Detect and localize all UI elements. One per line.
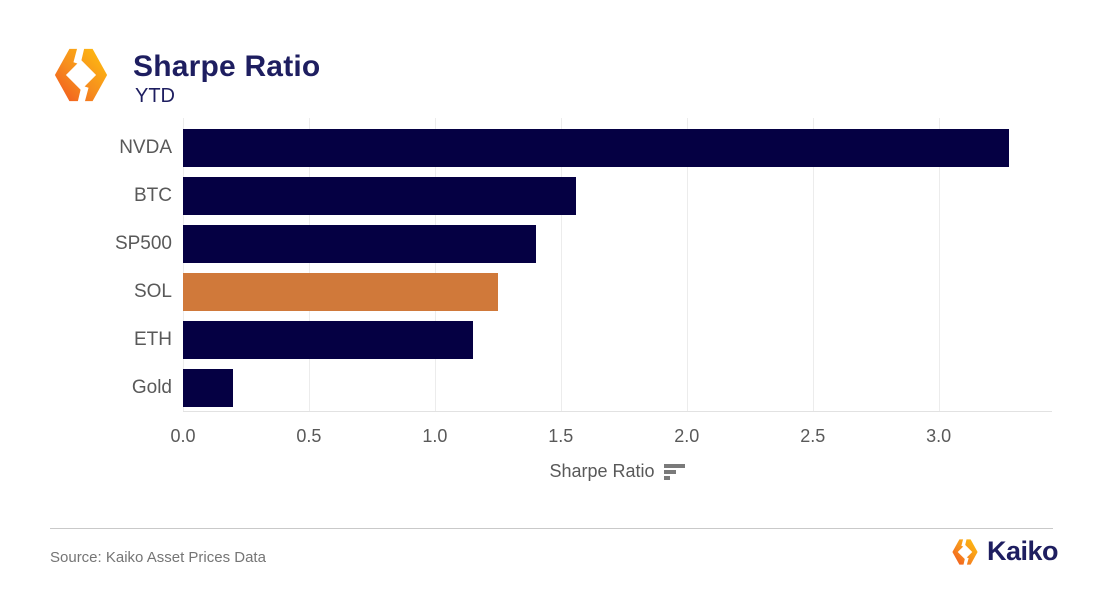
x-axis-ticks: 0.0 0.5 1.0 1.5 2.0 2.5 3.0 xyxy=(170,426,1052,450)
x-tick-label: 1.5 xyxy=(548,426,574,446)
bar-sol xyxy=(183,273,498,311)
gridline xyxy=(686,118,688,411)
x-tick-label: 0.5 xyxy=(296,426,322,446)
gridline xyxy=(938,118,940,411)
bar-rows xyxy=(183,124,1052,411)
brand-wordmark: Kaiko xyxy=(986,536,1059,566)
gridline xyxy=(183,118,184,411)
kaiko-logo-svg xyxy=(54,44,108,106)
category-label-gold: Gold xyxy=(131,377,172,398)
x-tick-label: 2.0 xyxy=(674,426,700,446)
gridline xyxy=(308,118,310,411)
category-label-btc: BTC xyxy=(134,185,172,206)
kaiko-logo-icon xyxy=(952,537,978,566)
x-tick-label: 0.0 xyxy=(170,426,196,446)
source-caption: Source: Kaiko Asset Prices Data xyxy=(50,549,266,566)
category-label-eth: ETH xyxy=(134,329,172,350)
bar-sp500 xyxy=(183,225,536,263)
plot-area xyxy=(183,118,1052,412)
x-axis-label: Sharpe Ratio xyxy=(549,461,655,481)
bar-row xyxy=(183,172,1052,220)
x-tick-label: 2.5 xyxy=(800,426,826,446)
bar-row xyxy=(183,364,1052,412)
bar-row xyxy=(183,316,1052,364)
category-label-sol: SOL xyxy=(133,281,172,302)
x-axis-label-group: Sharpe Ratio xyxy=(183,461,1052,482)
bar-gold xyxy=(183,369,234,407)
bar-btc xyxy=(183,177,576,215)
page-subtitle: YTD xyxy=(135,85,175,107)
gridline xyxy=(560,118,562,411)
x-tick-label: 3.0 xyxy=(926,426,952,446)
kaiko-logo-icon xyxy=(52,44,110,106)
footer-brand: Kaiko xyxy=(951,536,1059,567)
bar-row xyxy=(183,124,1052,172)
y-axis-labels: NVDA BTC SP500 SOL ETH Gold xyxy=(0,124,172,412)
category-label-nvda: NVDA xyxy=(119,137,172,158)
footer-divider xyxy=(50,528,1053,529)
page-title: Sharpe Ratio xyxy=(133,50,321,83)
bar-row xyxy=(183,268,1052,316)
category-label-sp500: SP500 xyxy=(114,233,172,254)
gridline xyxy=(434,118,436,411)
bar-nvda xyxy=(183,129,1010,167)
x-tick-label: 1.0 xyxy=(422,426,448,446)
bar-row xyxy=(183,220,1052,268)
gridline xyxy=(812,118,814,411)
sort-descending-icon xyxy=(663,464,685,480)
bar-eth xyxy=(183,321,473,359)
